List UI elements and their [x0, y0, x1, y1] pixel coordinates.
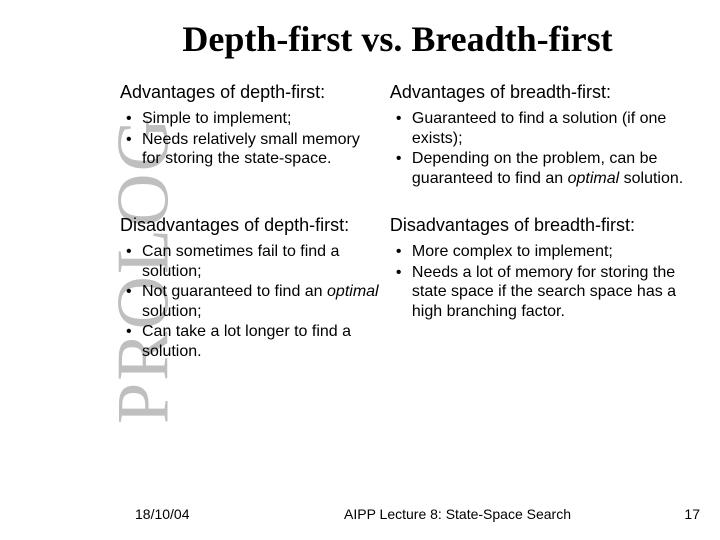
list-item: Needs a lot of memory for storing the st… [390, 263, 695, 322]
dis-breadth-list: More complex to implement;Needs a lot of… [390, 242, 695, 321]
slide-title: Depth-first vs. Breadth-first [100, 18, 695, 60]
list-item: Depending on the problem, can be guarant… [390, 149, 695, 188]
disadvantages-row: Disadvantages of depth-first: Can someti… [120, 215, 695, 362]
advantages-breadth-col: Advantages of breadth-first: Guaranteed … [390, 82, 695, 189]
adv-depth-list: Simple to implement;Needs relatively sma… [120, 109, 380, 169]
dis-breadth-heading: Disadvantages of breadth-first: [390, 215, 695, 236]
list-item: Can take a lot longer to find a solution… [120, 322, 380, 361]
adv-depth-heading: Advantages of depth-first: [120, 82, 380, 103]
list-item: Guaranteed to find a solution (if one ex… [390, 109, 695, 148]
dis-depth-list: Can sometimes fail to find a solution;No… [120, 242, 380, 361]
adv-breadth-heading: Advantages of breadth-first: [390, 82, 695, 103]
dis-depth-heading: Disadvantages of depth-first: [120, 215, 380, 236]
list-item: Not guaranteed to find an optimal soluti… [120, 282, 380, 321]
list-item: More complex to implement; [390, 242, 695, 262]
list-item: Needs relatively small memory for storin… [120, 130, 380, 169]
disadvantages-breadth-col: Disadvantages of breadth-first: More com… [390, 215, 695, 362]
footer-page: 17 [640, 506, 700, 522]
advantages-row: Advantages of depth-first: Simple to imp… [120, 82, 695, 189]
advantages-depth-col: Advantages of depth-first: Simple to imp… [120, 82, 380, 189]
footer-date: 18/10/04 [135, 506, 275, 522]
list-item: Can sometimes fail to find a solution; [120, 242, 380, 281]
slide-footer: 18/10/04 AIPP Lecture 8: State-Space Sea… [105, 506, 710, 522]
disadvantages-depth-col: Disadvantages of depth-first: Can someti… [120, 215, 380, 362]
adv-breadth-list: Guaranteed to find a solution (if one ex… [390, 109, 695, 188]
footer-lecture: AIPP Lecture 8: State-Space Search [275, 506, 640, 522]
slide-content: Depth-first vs. Breadth-first Advantages… [105, 0, 710, 540]
list-item: Simple to implement; [120, 109, 380, 129]
